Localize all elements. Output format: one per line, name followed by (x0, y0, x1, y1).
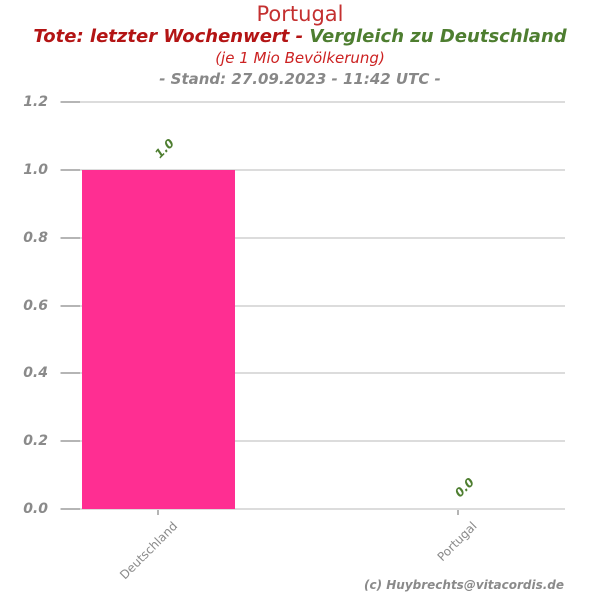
y-tick-mark (61, 168, 80, 171)
y-tick-label: 1.2 (23, 94, 48, 110)
y-tick-label: 0.8 (23, 229, 48, 246)
y-tick-mark (61, 508, 80, 510)
chart-subtitle: Tote: letzter Wochenwert - Vergleich zu … (0, 26, 600, 48)
y-tick-label: 1.0 (23, 161, 48, 178)
unit-note: (je 1 Mio Bevölkerung) (215, 49, 385, 67)
gridline-0.2 (60, 440, 565, 443)
gridline-0.4 (60, 372, 565, 375)
y-tick-mark (61, 101, 80, 103)
gridline-1.0 (60, 168, 565, 171)
subtitle-comparison-label: Vergleich zu Deutschland (309, 26, 567, 47)
y-tick-mark (61, 440, 80, 443)
gridline-1.2 (60, 101, 565, 103)
chart-header: Portugal Tote: letzter Wochenwert - Verg… (0, 2, 600, 89)
value-label: 0.0 (452, 475, 478, 500)
value-label: 1.0 (152, 135, 178, 161)
gridline-0.6 (60, 304, 565, 307)
page-title: Portugal (256, 2, 344, 26)
timestamp-note: - Stand: 27.09.2023 - 11:42 UTC - (159, 70, 441, 88)
bar-chart: 0.0 0.2 0.4 0.6 0.8 1.0 1.2 1.0 Deutschland 0.0 Po… (23, 94, 565, 582)
gridline-0.0 (60, 508, 565, 510)
y-tick-label: 0.4 (23, 365, 48, 382)
credit-text: (c) Huybrechts@vitacordis.de (363, 578, 564, 592)
x-tick-label: Deutschland (116, 519, 180, 583)
x-tick-mark (457, 510, 459, 515)
subtitle-metric-label: Tote: letzter Wochenwert - (33, 26, 310, 47)
y-tick-label: 0.2 (23, 433, 48, 450)
gridline-0.8 (60, 236, 565, 239)
y-tick-label: 0.0 (23, 501, 48, 517)
y-tick-mark (61, 236, 80, 239)
x-tick-mark (157, 510, 159, 515)
x-tick-label: Portugal (434, 519, 480, 565)
bar-deutschland (81, 169, 235, 509)
y-tick-mark (61, 372, 80, 375)
y-tick-label: 0.6 (23, 297, 48, 314)
y-tick-mark (61, 304, 80, 307)
